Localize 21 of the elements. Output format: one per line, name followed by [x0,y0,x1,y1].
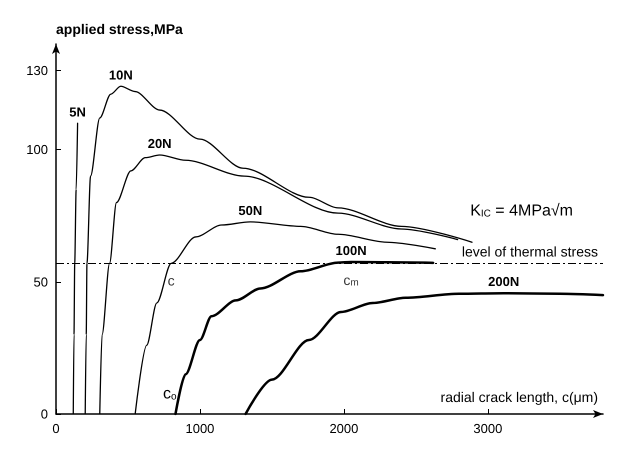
series-label: 5N [69,104,86,120]
annotation: cm [343,272,359,289]
x-tick-label: 2000 [329,421,358,436]
series-label: 200N [488,274,520,290]
series-label: 10N [108,67,133,82]
y-axis-title: applied stress,MPa [56,21,184,37]
x-tick-label: 1000 [185,421,214,436]
annotation: co [163,386,177,402]
x-tick-label: 3000 [473,421,502,436]
y-tick-label: 100 [26,142,48,158]
ref-line-label: level of thermal stress [462,243,598,260]
y-tick-label: 130 [26,62,48,78]
x-axis-title: radial crack length, c(μm) [440,389,598,405]
annotation: c [168,272,175,288]
series-label: 50N [238,202,262,218]
x-tick-label: 0 [52,421,60,436]
series-label: 100N [336,243,367,258]
series-label: 20N [148,136,172,151]
annotation: KIC = 4MPa√m [470,202,573,220]
y-tick-label: 0 [40,406,48,422]
y-tick-label: 50 [34,274,48,290]
